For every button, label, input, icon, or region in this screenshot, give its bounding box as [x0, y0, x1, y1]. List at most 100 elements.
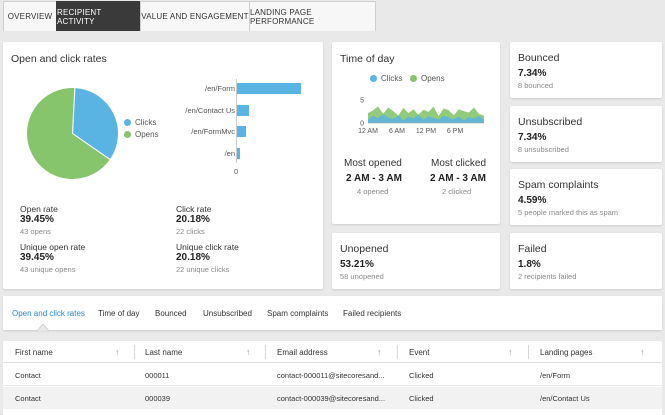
most-opened-sub: 4 opened — [357, 187, 389, 196]
tab-recipient-activity[interactable]: RECIPIENT ACTIVITY — [56, 1, 141, 31]
unsubscribed-sub: 8 unsubscribed — [518, 145, 569, 154]
click-rate-value: 20.18% — [176, 214, 210, 225]
sort-arrow-icon[interactable]: ↑ — [640, 347, 645, 357]
tod-legend-opens-label: Opens — [421, 74, 445, 83]
bar-category-label: /en/FormMvc — [191, 127, 235, 136]
open-click-pie-chart — [26, 87, 119, 180]
landing-page-bar — [237, 83, 301, 94]
subtab-spam-complaints[interactable]: Spam complaints — [267, 308, 329, 318]
unopened-card: Unopened 53.21% 58 unopened — [332, 233, 500, 289]
bar-category-label: /en/Contact Us — [185, 106, 235, 115]
subtab-time-of-day[interactable]: Time of day — [98, 308, 140, 318]
legend-clicks: Clicks — [124, 118, 156, 127]
tab-value-and-engagement[interactable]: VALUE AND ENGAGEMENT — [140, 1, 250, 31]
pie-slice-clicks — [71, 87, 119, 161]
open-rate-sub: 43 opens — [20, 227, 51, 236]
tod-legend-opens: Opens — [410, 74, 445, 83]
table-row[interactable]: Contact 000011 contact-000011@sitecoresa… — [3, 364, 662, 386]
subtab-bounced[interactable]: Bounced — [155, 308, 187, 318]
header-event[interactable]: Event — [409, 347, 430, 357]
y-tick-label: 0 — [360, 121, 364, 128]
spam-complaints-value: 4.59% — [518, 195, 547, 206]
unsubscribed-card: Unsubscribed 7.34% 8 unsubscribed — [510, 106, 662, 162]
opens-legend-dot — [124, 131, 131, 138]
active-subtab-caret — [37, 324, 49, 331]
failed-label: Failed — [518, 243, 547, 255]
landing-page-bar — [237, 148, 240, 159]
sort-arrow-icon[interactable]: ↑ — [377, 347, 382, 357]
column-divider — [397, 345, 398, 359]
clicks-legend-dot — [124, 119, 131, 126]
time-of-day-area-chart: 0 5 12 AM 6 AM 12 PM 6 PM — [358, 98, 484, 135]
column-divider — [265, 345, 266, 359]
unique-open-rate-value: 39.45% — [20, 252, 54, 263]
most-clicked-value: 2 AM - 3 AM — [430, 173, 486, 184]
last-name-cell: 000039 — [145, 393, 171, 403]
bounced-sub: 8 bounced — [518, 81, 554, 90]
tod-legend-clicks: Clicks — [370, 74, 402, 83]
legend-opens: Opens — [124, 130, 159, 139]
sort-arrow-icon[interactable]: ↑ — [246, 347, 251, 357]
bounced-card: Bounced 7.34% 8 bounced — [510, 42, 662, 98]
x-tick-label: 12 AM — [358, 128, 378, 135]
tod-legend-clicks-label: Clicks — [381, 74, 403, 83]
unopened-sub: 58 unopened — [340, 272, 384, 281]
landing-page-bar — [237, 105, 250, 116]
landing-page-cell: /en/Contact Us — [540, 393, 590, 403]
event-cell: Clicked — [409, 393, 434, 403]
y-tick-label: 5 — [360, 98, 364, 105]
card-title: Open and click rates — [11, 53, 107, 65]
unopened-label: Unopened — [340, 243, 389, 255]
table-row[interactable]: Contact 000039 contact-000039@sitecoresa… — [3, 387, 662, 409]
x-tick-label: 6 PM — [447, 128, 464, 135]
subtab-unsubscribed[interactable]: Unsubscribed — [203, 308, 252, 318]
bounced-value: 7.34% — [518, 68, 547, 79]
bar-axis-tick-label: 0 — [234, 167, 239, 176]
column-divider — [134, 345, 135, 359]
subtab-open-and-click-rates[interactable]: Open and click rates — [12, 308, 85, 318]
tab-landing-page-performance[interactable]: LANDING PAGE PERFORMANCE — [249, 1, 376, 31]
failed-sub: 2 recipients failed — [518, 272, 577, 281]
opens-legend-dot — [410, 75, 417, 82]
unsubscribed-label: Unsubscribed — [518, 116, 583, 128]
open-rate-value: 39.45% — [20, 214, 54, 225]
most-opened-label: Most opened — [344, 158, 402, 169]
pie-slice-opens — [26, 87, 112, 180]
most-opened-value: 2 AM - 3 AM — [346, 173, 402, 184]
table-header-row: First name ↑ Last name ↑ Email address ↑… — [3, 341, 662, 363]
report-tabs: OVERVIEW RECIPIENT ACTIVITY VALUE AND EN… — [0, 0, 665, 32]
tab-overview[interactable]: OVERVIEW — [3, 1, 57, 31]
bounced-label: Bounced — [518, 52, 560, 64]
first-name-cell: Contact — [15, 370, 41, 380]
header-last-name[interactable]: Last name — [145, 347, 183, 357]
unique-click-rate-sub: 22 unique clicks — [176, 265, 230, 274]
header-email-address[interactable]: Email address — [277, 347, 328, 357]
failed-card: Failed 1.8% 2 recipients failed — [510, 233, 662, 289]
legend-opens-label: Opens — [135, 130, 159, 139]
sort-arrow-icon[interactable]: ↑ — [115, 347, 120, 357]
header-landing-pages[interactable]: Landing pages — [540, 347, 593, 357]
unique-open-rate-label: Unique open rate — [20, 242, 86, 252]
landing-page-bar — [237, 126, 246, 137]
legend-clicks-label: Clicks — [135, 118, 157, 127]
column-divider — [528, 345, 529, 359]
open-click-rates-card: Open and click rates Clicks Opens /en/Fo… — [3, 42, 323, 289]
failed-value: 1.8% — [518, 259, 541, 270]
email-cell: contact-000039@sitecoresand... — [277, 393, 386, 403]
open-rate-label: Open rate — [20, 204, 58, 214]
spam-complaints-label: Spam complaints — [518, 179, 599, 191]
email-cell: contact-000011@sitecoresand... — [277, 370, 385, 380]
landing-page-cell: /en/Form — [540, 370, 571, 380]
unique-open-rate-sub: 43 unique opens — [20, 265, 76, 274]
x-tick-label: 12 PM — [416, 128, 436, 135]
subtab-failed-recipients[interactable]: Failed recipients — [343, 308, 402, 318]
header-first-name[interactable]: First name — [15, 347, 53, 357]
click-rate-label: Click rate — [176, 204, 212, 214]
card-title: Time of day — [340, 53, 395, 65]
sort-arrow-icon[interactable]: ↑ — [508, 347, 513, 357]
area-series-clicks — [368, 113, 484, 123]
spam-complaints-sub: 5 people marked this as spam — [518, 208, 619, 217]
most-clicked-label: Most clicked — [431, 158, 487, 169]
bar-category-label: /en/Form — [204, 84, 235, 93]
unopened-value: 53.21% — [340, 259, 374, 270]
